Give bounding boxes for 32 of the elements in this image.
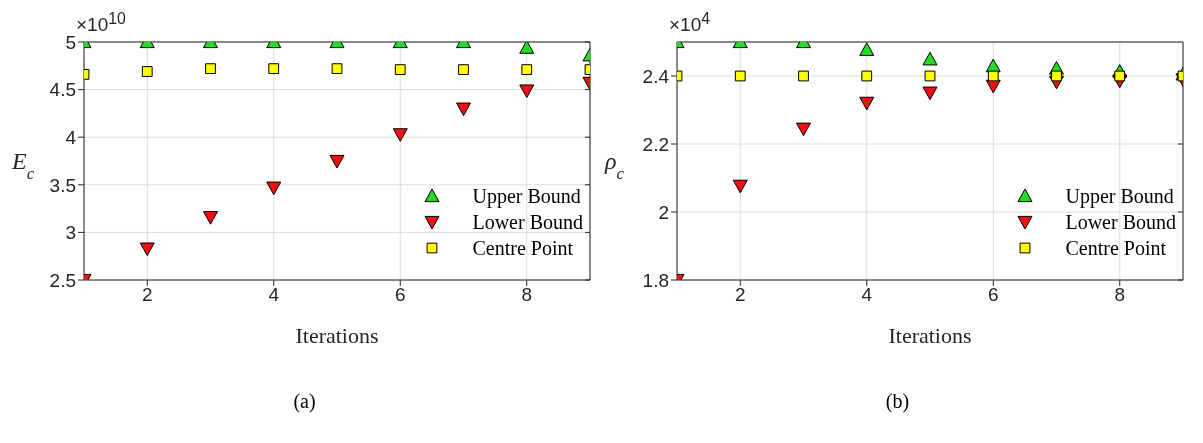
x-tick-label: 4 xyxy=(268,284,280,306)
x-tick-label: 8 xyxy=(521,284,533,306)
y-tick-label: 3.5 xyxy=(49,174,76,196)
y-tick-label: 2.4 xyxy=(642,65,670,87)
y-tick-label: 2.5 xyxy=(49,269,76,291)
x-tick-label: 8 xyxy=(1114,284,1126,306)
x-tick-label: 6 xyxy=(987,284,999,306)
text: (b) xyxy=(885,390,910,412)
x-tick-label: 2 xyxy=(734,284,746,306)
text: (a) xyxy=(293,390,316,412)
y-tick-label: 3 xyxy=(65,222,76,244)
y-tick-label: 5 xyxy=(65,31,76,53)
x-axis-title: Iterations xyxy=(888,323,972,348)
y-tick-label: 1.8 xyxy=(642,269,669,291)
x-tick-label: 6 xyxy=(394,284,406,306)
text: ×10$^{4}$ xyxy=(669,10,711,36)
legend-label: Lower Bound xyxy=(1065,210,1176,234)
legend-label: Upper Bound xyxy=(472,184,581,208)
y-tick-label: 2.2 xyxy=(642,133,669,155)
y-tick-label: 2 xyxy=(658,201,669,223)
y-tick-label: 4.5 xyxy=(49,79,76,101)
text: ×10$^{10}$ xyxy=(76,10,126,36)
x-axis-title: Iterations xyxy=(295,323,379,348)
legend-label: Upper Bound xyxy=(1065,184,1174,208)
legend-label: Centre Point xyxy=(1065,236,1166,260)
y-axis-title: ρ$_{c}$ xyxy=(604,148,625,183)
legend-label: Centre Point xyxy=(472,236,573,260)
y-tick-label: 4 xyxy=(65,126,77,148)
legend-label: Lower Bound xyxy=(472,210,583,234)
y-axis-title: E$_{c}$ xyxy=(11,148,35,183)
x-tick-label: 4 xyxy=(861,284,873,306)
x-tick-label: 2 xyxy=(141,284,153,306)
